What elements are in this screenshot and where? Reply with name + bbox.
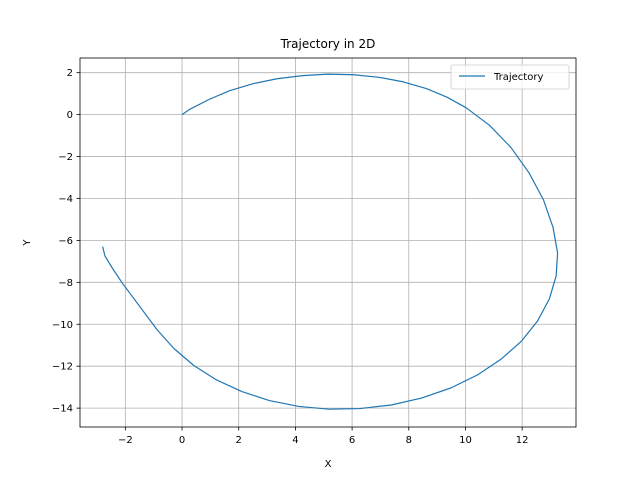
y-tick-label: 2: [67, 68, 73, 79]
x-tick-label: 6: [349, 435, 355, 446]
x-axis-label: X: [325, 459, 332, 470]
y-tick-label: −8: [58, 278, 73, 289]
legend-box: [450, 64, 570, 90]
x-tick-label: 12: [516, 435, 529, 446]
plot-series: [102, 73, 559, 410]
legend-label-trajectory: Trajectory: [493, 72, 543, 83]
y-tick-label: −14: [52, 404, 73, 415]
y-tick-label: −4: [58, 194, 73, 205]
x-tick-label: 4: [292, 435, 298, 446]
y-tick-label: 0: [67, 110, 73, 121]
grid: [80, 58, 576, 427]
x-tick-label: 2: [236, 435, 242, 446]
y-tick-label: −10: [52, 320, 73, 331]
y-tick-label: −2: [58, 152, 73, 163]
axis-ticks: −2 0 2 4 6 8 10 12 −14 −12 −10 −8 −6 −4 −2 0 2: [52, 68, 529, 446]
y-axis-label: Y: [22, 239, 33, 247]
x-tick-label: −2: [118, 435, 133, 446]
chart-title: Trajectory in 2D: [280, 37, 376, 51]
y-tick-label: −12: [52, 362, 73, 373]
x-tick-label: 10: [459, 435, 472, 446]
x-tick-label: 8: [406, 435, 412, 446]
y-tick-label: −6: [58, 236, 73, 247]
legend: Trajectory: [450, 64, 570, 90]
plot-frame: [79, 57, 577, 428]
series-line-trajectory: [102, 73, 559, 410]
x-tick-label: 0: [179, 435, 185, 446]
